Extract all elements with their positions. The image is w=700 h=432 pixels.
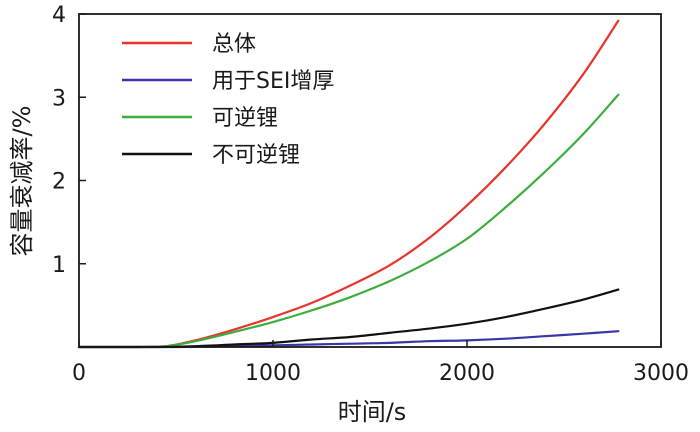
- x-axis-title: 时间/s: [338, 398, 407, 426]
- y-axis-title: 容量衰减率/%: [8, 106, 36, 257]
- y-tick-label: 4: [52, 3, 66, 28]
- series-line-3: [77, 93, 620, 349]
- legend-label: 总体: [212, 32, 256, 57]
- legend-label: 可逆锂: [212, 106, 278, 131]
- y-tick-label: 3: [52, 86, 66, 111]
- legend-label: 用于SEI增厚: [212, 69, 334, 94]
- legend-label: 不可逆锂: [212, 143, 300, 168]
- x-tick-label: 1000: [245, 361, 301, 386]
- x-tick-label: 3000: [633, 361, 689, 386]
- x-tick-label: 0: [72, 361, 86, 386]
- x-tick-label: 2000: [439, 361, 495, 386]
- axes: 0 1000 2000 3000 1 2 3 4: [52, 3, 689, 386]
- y-tick-label: 1: [52, 253, 66, 278]
- y-tick-label: 2: [52, 170, 66, 195]
- plot-area: [77, 19, 620, 349]
- series-line-2: [77, 330, 620, 349]
- plot-frame: [78, 13, 662, 348]
